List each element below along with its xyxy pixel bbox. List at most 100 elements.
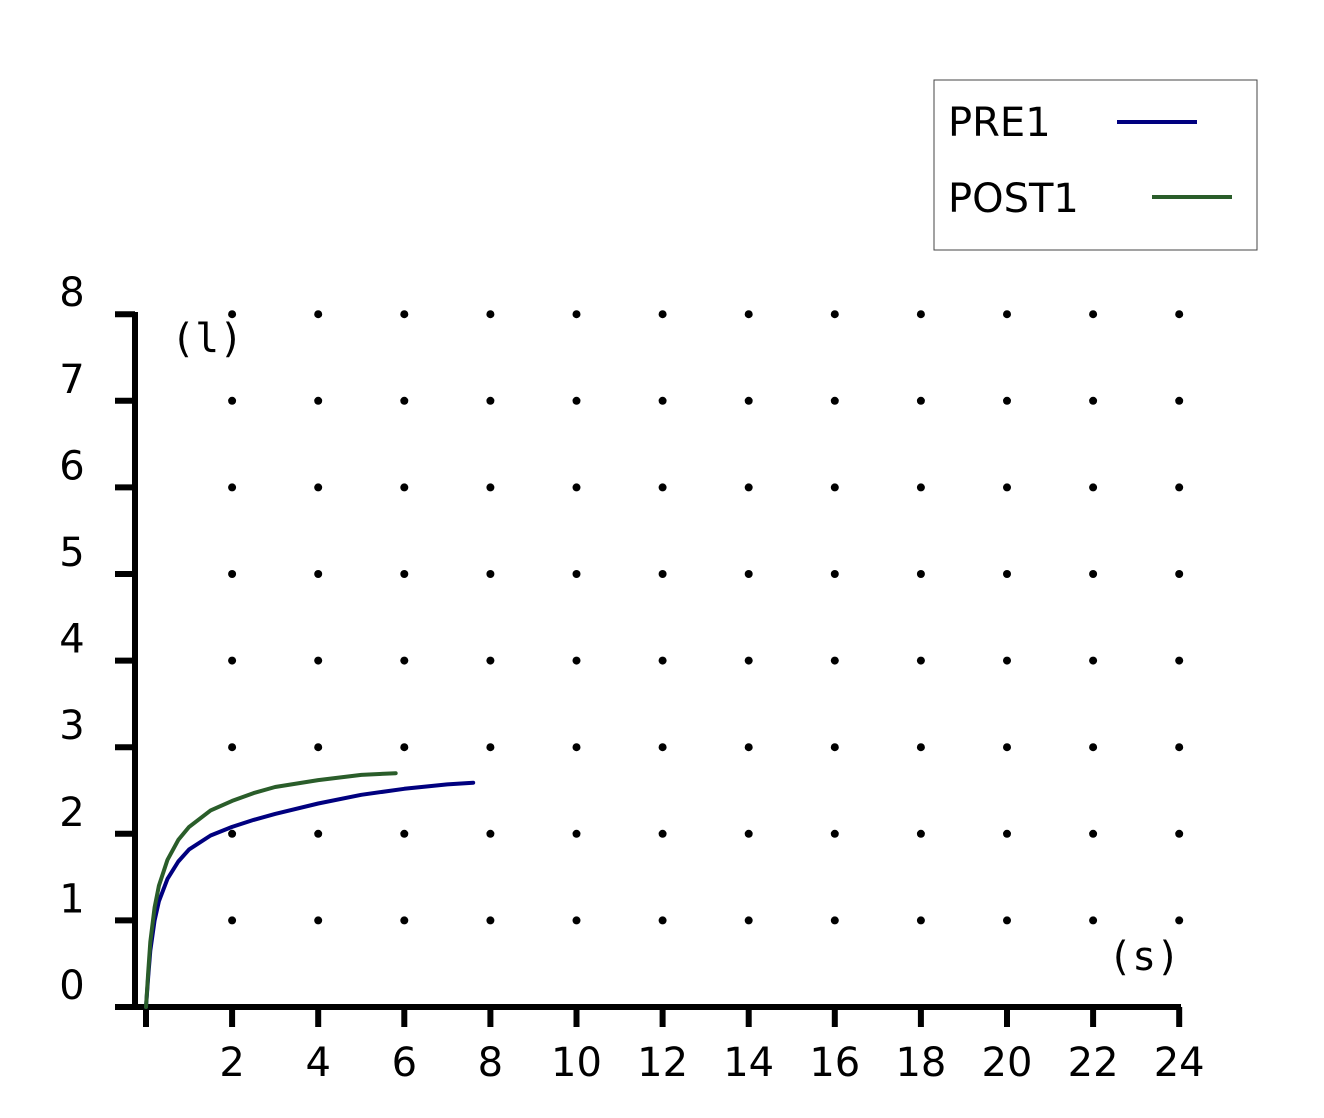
- x-tick-label: 22: [1068, 1040, 1119, 1086]
- x-tick-label: 8: [478, 1040, 503, 1086]
- grid-dot: [486, 916, 495, 925]
- grid-dot: [400, 396, 409, 405]
- grid-dot: [1003, 829, 1011, 838]
- grid-dot: [400, 829, 409, 838]
- legend-label-pre1: PRE1: [948, 100, 1051, 146]
- grid-dot: [400, 916, 409, 925]
- grid-dot: [830, 743, 839, 752]
- x-tick-label: 4: [305, 1040, 330, 1086]
- y-tick-label: 6: [59, 443, 84, 489]
- grid-dot: [830, 829, 839, 838]
- grid-dot: [486, 829, 495, 838]
- grid-dot: [486, 570, 495, 578]
- grid-dot: [314, 916, 323, 925]
- series-line-pre1: [144, 780, 476, 1009]
- x-tick-label: 2: [219, 1040, 244, 1086]
- grid-dot: [1175, 310, 1184, 319]
- series-line-post1: [144, 771, 398, 1009]
- grid-dot: [1003, 656, 1011, 665]
- grid-dot: [830, 310, 839, 319]
- grid-dot: [1089, 483, 1098, 492]
- grid-dot: [486, 396, 495, 405]
- grid-dot: [1175, 656, 1184, 665]
- grid-dot: [744, 570, 753, 578]
- grid-dot: [314, 396, 323, 405]
- x-axis-label: (s): [1108, 934, 1180, 980]
- grid-dot: [486, 483, 495, 492]
- grid-dot: [572, 916, 581, 925]
- grid-dot: [486, 656, 495, 665]
- grid-dot: [1003, 310, 1011, 319]
- grid-dot: [400, 743, 409, 752]
- grid-dots: [228, 310, 1184, 925]
- grid-dot: [658, 916, 667, 925]
- y-tick-label: 8: [59, 270, 84, 316]
- grid-dot: [1089, 310, 1098, 319]
- grid-dot: [744, 310, 753, 319]
- grid-dot: [744, 483, 753, 492]
- grid-dot: [830, 570, 839, 578]
- grid-dot: [1003, 483, 1011, 492]
- grid-dot: [916, 829, 925, 838]
- y-tick-label: 0: [59, 963, 84, 1009]
- grid-dot: [830, 656, 839, 665]
- grid-dot: [916, 656, 925, 665]
- legend: PRE1 POST1: [933, 79, 1258, 251]
- grid-dot: [1003, 570, 1011, 578]
- x-tick-label: 20: [982, 1040, 1033, 1086]
- x-tick-label: 10: [551, 1040, 602, 1086]
- grid-dot: [744, 829, 753, 838]
- grid-dot: [1089, 916, 1098, 925]
- grid-dot: [314, 310, 323, 319]
- x-tick-label: 18: [895, 1040, 946, 1086]
- grid-dot: [400, 656, 409, 665]
- axes: [132, 312, 1181, 1010]
- grid-dot: [658, 656, 667, 665]
- grid-dot: [228, 570, 237, 578]
- grid-dot: [314, 656, 323, 665]
- grid-dot: [314, 483, 323, 492]
- y-tick-label: 5: [59, 530, 84, 576]
- grid-dot: [314, 570, 323, 578]
- grid-dot: [228, 743, 237, 752]
- grid-dot: [916, 310, 925, 319]
- grid-dot: [658, 570, 667, 578]
- grid-dot: [572, 656, 581, 665]
- grid-dot: [658, 829, 667, 838]
- grid-dot: [830, 396, 839, 405]
- grid-dot: [658, 310, 667, 319]
- grid-dot: [572, 396, 581, 405]
- grid-dot: [1003, 396, 1011, 405]
- grid-dot: [228, 396, 237, 405]
- legend-box: [933, 79, 1258, 251]
- x-tick-label: 24: [1154, 1040, 1205, 1086]
- grid-dot: [400, 310, 409, 319]
- grid-dot: [572, 570, 581, 578]
- grid-dot: [916, 743, 925, 752]
- grid-dot: [314, 829, 323, 838]
- grid-dot: [744, 916, 753, 925]
- grid-dot: [658, 396, 667, 405]
- y-tick-label: 2: [59, 790, 84, 836]
- grid-dot: [228, 656, 237, 665]
- grid-dot: [400, 483, 409, 492]
- y-tick-label: 4: [59, 617, 84, 663]
- grid-dot: [658, 743, 667, 752]
- x-tick-label: 6: [392, 1040, 417, 1086]
- grid-dot: [228, 310, 237, 319]
- y-axis-label: (l): [171, 316, 243, 362]
- grid-dot: [1089, 743, 1098, 752]
- y-tick-label: 3: [59, 703, 84, 749]
- grid-dot: [400, 570, 409, 578]
- grid-dot: [572, 310, 581, 319]
- grid-dot: [744, 656, 753, 665]
- grid-dot: [916, 483, 925, 492]
- grid-dot: [1089, 570, 1098, 578]
- grid-dot: [1175, 483, 1184, 492]
- y-tick-label: 7: [59, 357, 84, 403]
- y-tick-label: 1: [59, 876, 84, 922]
- grid-dot: [658, 483, 667, 492]
- x-tick-label: 14: [723, 1040, 774, 1086]
